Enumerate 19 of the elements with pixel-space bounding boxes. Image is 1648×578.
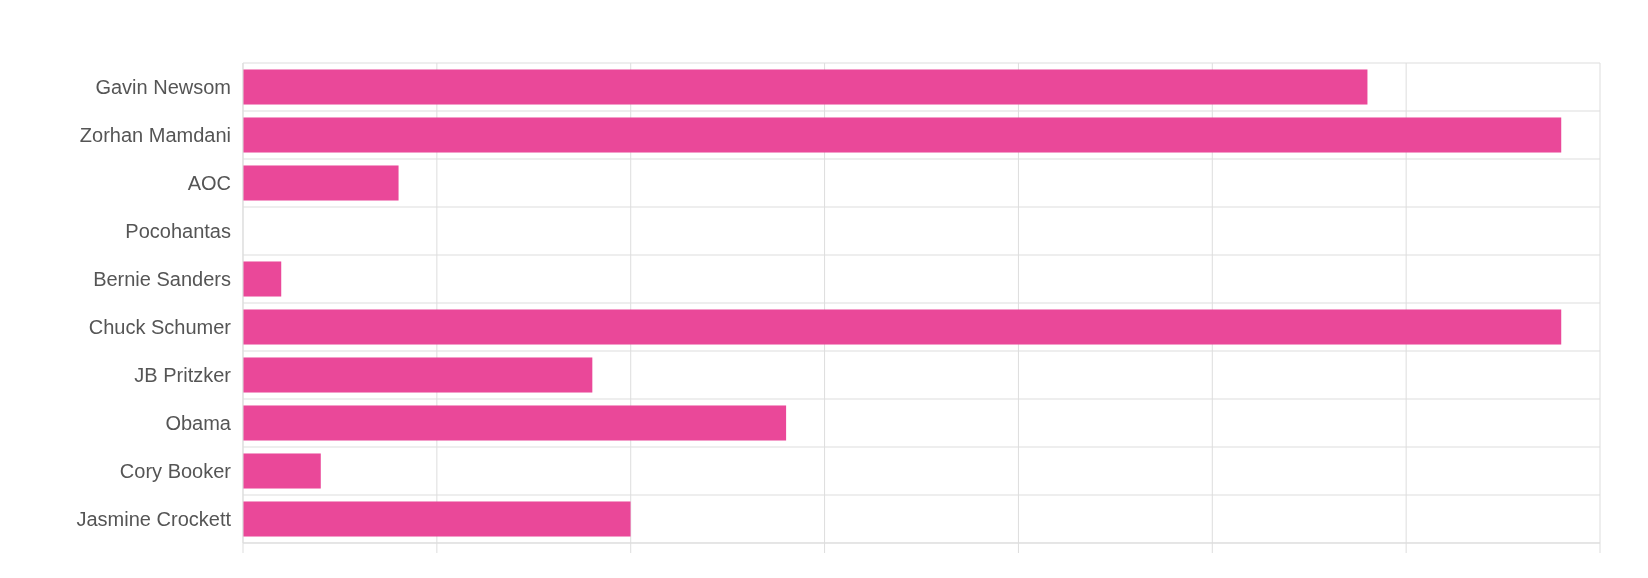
y-tick-label: Cory Booker: [119, 460, 232, 482]
y-tick-label: AOC: [187, 172, 231, 194]
y-tick-label: Chuck Schumer: [88, 316, 232, 338]
y-tick-label: Bernie Sanders: [93, 268, 231, 290]
bar: [243, 405, 787, 441]
bar: [243, 261, 282, 297]
bar: [243, 357, 593, 393]
y-tick-label: Zorhan Mamdani: [79, 124, 231, 146]
bar: [243, 165, 399, 201]
bar: [243, 453, 321, 489]
bar: [243, 117, 1562, 153]
bar: [243, 309, 1562, 345]
y-tick-label: Pocohantas: [125, 220, 231, 242]
bar: [243, 69, 1368, 105]
bar: [243, 501, 631, 537]
y-tick-label: JB Pritzker: [134, 364, 232, 386]
y-tick-label: Obama: [165, 412, 232, 434]
y-tick-label: Jasmine Crockett: [76, 508, 232, 530]
y-tick-label: Gavin Newsom: [95, 76, 231, 98]
